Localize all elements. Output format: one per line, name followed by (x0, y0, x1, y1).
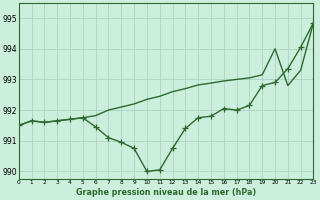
X-axis label: Graphe pression niveau de la mer (hPa): Graphe pression niveau de la mer (hPa) (76, 188, 256, 197)
